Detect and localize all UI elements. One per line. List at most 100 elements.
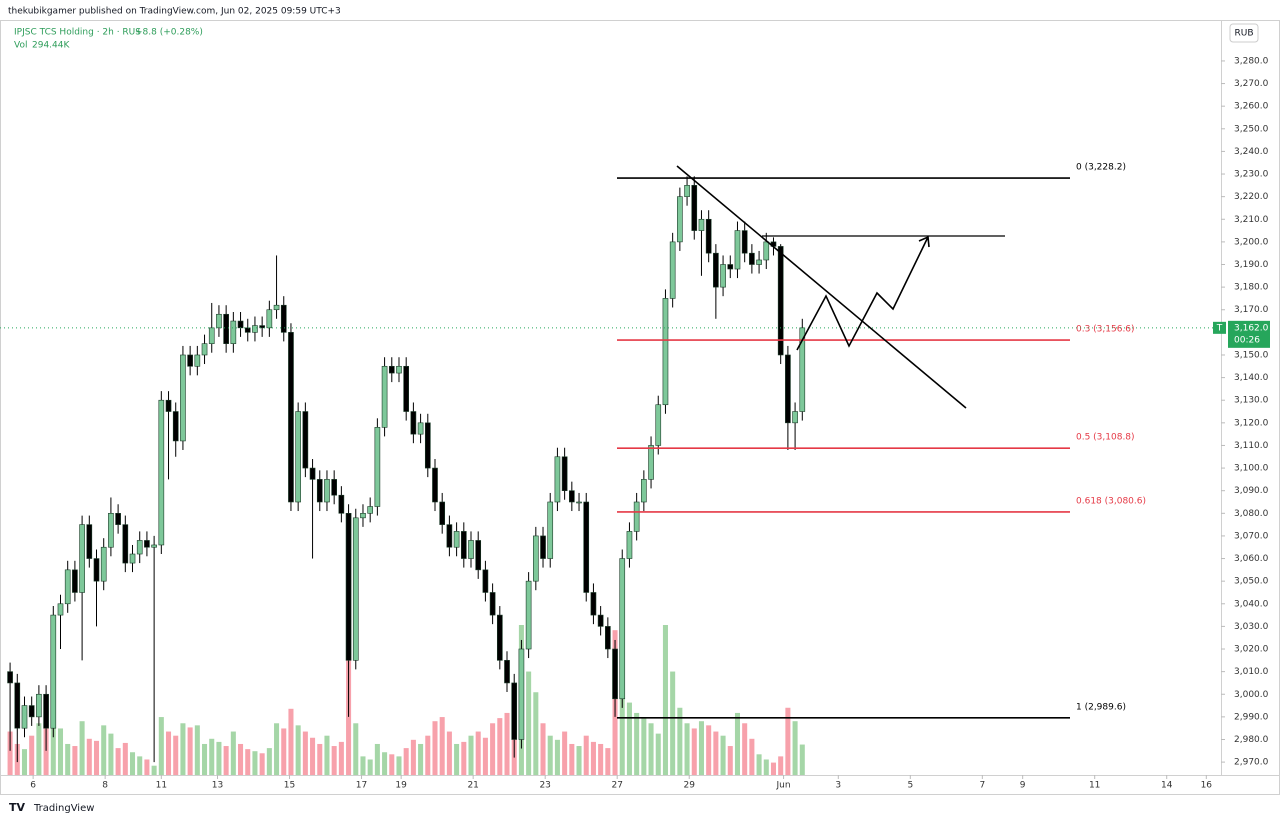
x-tick-label: 27	[611, 781, 622, 791]
volume-bar	[29, 735, 35, 775]
candle-body	[655, 404, 662, 446]
plot: 0 (3,228.2) 0.3 (3,156.6) 0.5 (3,108.8) 0.6…	[0, 163, 1220, 775]
x-tick-label: 21	[467, 781, 478, 791]
x-tick-label: 3	[835, 781, 841, 791]
volume-bar	[360, 756, 366, 775]
candle-body	[151, 544, 157, 548]
x-tick-label: 11	[1089, 781, 1100, 791]
x-tick-label: 5	[907, 781, 913, 791]
x-tick-label: 7	[979, 781, 985, 791]
volume-bar	[497, 718, 503, 775]
candle-body	[352, 517, 359, 661]
volume-bar	[475, 731, 481, 775]
volume-bar	[425, 735, 431, 775]
x-tick-label: 16	[1201, 781, 1213, 791]
countdown: 00:26	[1234, 335, 1260, 345]
fib-label: 0.5 (3,108.8)	[1076, 433, 1135, 443]
volume-bar	[540, 723, 546, 775]
candle-body	[504, 660, 510, 684]
volume-bar	[734, 712, 740, 775]
candle-body	[741, 230, 748, 254]
y-tick-label: 3,030.0	[1234, 622, 1269, 632]
candle-body	[280, 304, 287, 333]
candle-body	[482, 569, 489, 593]
volume-bar	[230, 731, 236, 775]
y-tick-label: 3,210.0	[1234, 215, 1269, 225]
volume-bar	[331, 746, 337, 775]
currency-box[interactable]	[1229, 23, 1259, 43]
candle-body	[21, 705, 28, 729]
candle-body	[540, 535, 546, 559]
volume-bar	[166, 731, 172, 775]
volume-bar	[65, 743, 71, 775]
candle-body	[684, 185, 690, 197]
candle-body	[201, 343, 208, 356]
y-tick-label: 3,130.0	[1234, 396, 1269, 406]
volume-bar	[763, 759, 769, 775]
y-tick-label: 3,050.0	[1234, 577, 1269, 587]
candle-body	[259, 325, 265, 329]
volume-bar	[209, 738, 215, 775]
x-tick-label: 8	[102, 781, 108, 791]
volume-bar	[367, 759, 373, 775]
candle-body	[669, 241, 676, 299]
volume-bar	[108, 733, 114, 775]
candle-body	[763, 241, 770, 261]
y-tick-label: 3,250.0	[1234, 124, 1269, 134]
volume-bar	[490, 723, 496, 775]
volume-bar	[122, 742, 128, 775]
candle-body	[64, 569, 71, 605]
volume-bar	[418, 743, 424, 775]
volume-bar	[115, 748, 121, 775]
symbol: IPJSC TCS Holding · 2h · RUS	[14, 28, 141, 38]
candle-body	[93, 558, 100, 582]
candle-body	[187, 354, 193, 367]
candle-body	[446, 524, 453, 548]
volume-bar	[324, 735, 330, 775]
price-marker-box	[1213, 321, 1226, 334]
y-tick-label: 3,040.0	[1234, 599, 1269, 609]
volume-bar	[374, 743, 380, 775]
candle-body	[360, 513, 366, 519]
volume-bar	[202, 743, 208, 775]
y-tick-label: 3,270.0	[1234, 79, 1269, 89]
volume-value: 294.44K	[32, 41, 70, 51]
candle-body	[345, 513, 352, 661]
volume-bar	[626, 702, 632, 775]
volume-bar	[454, 743, 460, 775]
y-tick-label: 3,200.0	[1234, 237, 1269, 247]
fib-label: 0 (3,228.2)	[1076, 163, 1126, 173]
volume-bar	[641, 718, 647, 775]
candle-body	[489, 592, 496, 616]
candle-body	[662, 298, 669, 406]
volume-bar	[562, 731, 568, 775]
candle-body	[381, 365, 388, 428]
candle-body	[713, 252, 719, 288]
candle-body	[547, 501, 554, 559]
volume-bar	[799, 744, 805, 775]
candle-body	[295, 411, 301, 503]
x-tick-label: 13	[212, 781, 223, 791]
candle-body	[749, 252, 755, 265]
candle-body	[705, 218, 712, 254]
candle-body	[641, 479, 647, 503]
volume-bar	[439, 717, 445, 775]
currency[interactable]: RUB	[1234, 29, 1253, 39]
candle-body	[208, 327, 215, 344]
candle-body	[28, 705, 35, 718]
trend-line	[676, 165, 967, 409]
volume-bar	[36, 723, 42, 775]
volume-bar	[245, 749, 251, 775]
y-tick-label: 2,990.0	[1234, 712, 1269, 722]
candle-body	[129, 553, 136, 564]
volume-bar	[742, 723, 748, 775]
volume-bar	[86, 738, 92, 775]
volume-bar	[266, 748, 272, 775]
volume-bar	[403, 748, 409, 775]
candle-body	[432, 467, 438, 503]
candle-body	[439, 501, 446, 525]
volume-bar	[619, 681, 625, 775]
volume-bar	[634, 712, 640, 775]
change: +8.8 (+0.28%)	[135, 28, 203, 38]
fib-label: 1 (2,989.6)	[1076, 702, 1126, 712]
